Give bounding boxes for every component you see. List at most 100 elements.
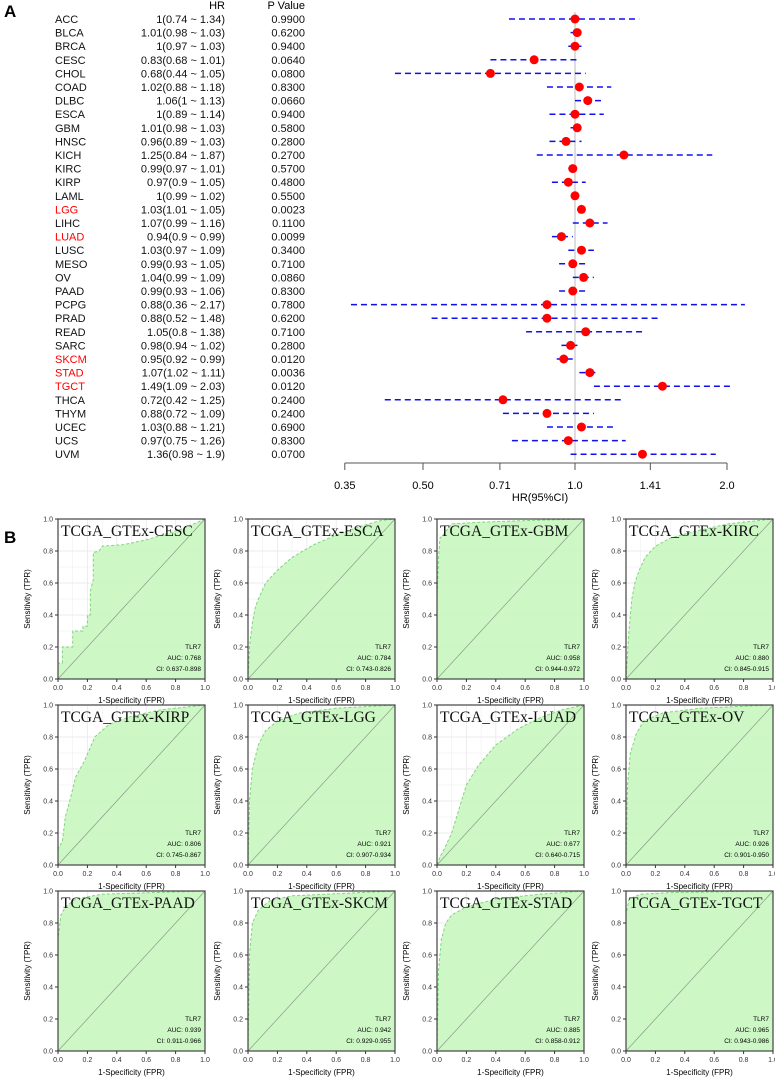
- panel-title: TCGA_GTEx-GBM: [440, 523, 569, 540]
- y-tick-label: 0.0: [233, 863, 243, 870]
- hr-point: [561, 136, 571, 146]
- hr-ci-text: 0.68(0.44 ~ 1.05): [141, 68, 225, 80]
- hr-point: [556, 232, 566, 242]
- p-value-text: 0.9400: [271, 41, 305, 53]
- plot-border: [436, 704, 585, 866]
- cancer-label: UVM: [55, 449, 79, 461]
- panel-title: TCGA_GTEx-PAAD: [61, 895, 195, 912]
- plot-border: [625, 518, 774, 680]
- x-tick-label: 0.8: [361, 871, 371, 878]
- p-value-text: 0.5700: [271, 164, 305, 176]
- forest-row: THYM 0.88(0.72 ~ 1.09) 0.2400: [55, 408, 594, 420]
- auc-label: AUC: 0.768: [167, 655, 201, 662]
- hr-ci-text: 0.88(0.72 ~ 1.09): [141, 408, 225, 420]
- x-axis-title: 1-Specificity (FPR): [477, 1068, 544, 1077]
- x-axis-title: 1-Specificity (FPR): [666, 1068, 733, 1077]
- roc-panel: TCGA_GTEx-CESC TLR7 AUC: 0.768 CI: 0.637-0.…: [23, 517, 210, 706]
- x-tick-label: 0.4: [302, 685, 312, 692]
- y-tick-label: 0.0: [422, 677, 432, 684]
- x-tick-label: 0.8: [171, 685, 181, 692]
- cancer-label: BRCA: [55, 41, 86, 53]
- cancer-label: HNSC: [55, 136, 86, 148]
- roc-curve: [57, 704, 206, 865]
- cancer-label: SARC: [55, 340, 86, 352]
- y-tick-label: 0.2: [43, 1017, 53, 1024]
- x-tick-label: 1.0: [200, 871, 210, 878]
- y-tick-label: 0.8: [422, 921, 432, 928]
- x-tick-label: 1.0: [768, 685, 775, 692]
- forest-row: COAD 1.02(0.88 ~ 1.18) 0.8300: [55, 82, 612, 94]
- diagonal-line: [625, 704, 774, 866]
- ci-label: CI: 0.929-0.955: [346, 1038, 391, 1045]
- auc-label: AUC: 0.958: [546, 655, 580, 662]
- y-tick-label: 0.4: [233, 613, 243, 620]
- p-value-text: 0.2700: [271, 150, 305, 162]
- hr-ci-text: 1.01(0.98 ~ 1.03): [141, 28, 225, 40]
- x-tick-label: 0.0: [432, 1057, 442, 1064]
- cancer-label: UCEC: [55, 422, 86, 434]
- y-tick-label: 0.8: [43, 735, 53, 742]
- x-tick-label: 1.0: [768, 871, 775, 878]
- panel-title: TCGA_GTEx-LGG: [251, 709, 376, 726]
- y-tick-label: 1.0: [43, 889, 53, 896]
- diagonal-line: [247, 890, 396, 1052]
- roc-curve: [625, 518, 774, 680]
- x-tick-label: 1.0: [579, 685, 589, 692]
- x-tick-label: 0.4: [491, 1057, 501, 1064]
- roc-panel: TCGA_GTEx-LUAD TLR7 AUC: 0.677 CI: 0.640-0.…: [402, 703, 589, 892]
- y-axis-title: Sensitivity (TPR): [402, 941, 411, 1001]
- cancer-label: LGG: [55, 204, 78, 216]
- roc-panel: TCGA_GTEx-SKCM TLR7 AUC: 0.942 CI: 0.929-0.…: [213, 889, 400, 1078]
- gene-label: TLR7: [185, 644, 201, 651]
- p-value-text: 0.6200: [271, 313, 305, 325]
- p-value-text: 0.8300: [271, 82, 305, 94]
- auc-label: AUC: 0.965: [735, 1027, 769, 1034]
- auc-label: AUC: 0.880: [735, 655, 769, 662]
- y-axis-title: Sensitivity (TPR): [402, 569, 411, 629]
- x-tick-label: 0.4: [680, 1057, 690, 1064]
- p-value-text: 0.3400: [271, 245, 305, 257]
- hr-point: [570, 191, 580, 201]
- x-axis-title: 1-Specificity (FPR): [666, 696, 733, 705]
- y-tick-label: 0.2: [422, 831, 432, 838]
- y-axis-title: Sensitivity (TPR): [591, 941, 600, 1001]
- x-tick-label: 1.0: [390, 1057, 400, 1064]
- p-value-text: 0.0036: [271, 368, 305, 380]
- forest-row: UVM 1.36(0.98 ~ 1.9) 0.0700: [55, 449, 716, 461]
- y-tick-label: 0.2: [422, 1017, 432, 1024]
- diagonal-line: [57, 518, 206, 680]
- forest-row: PRAD 0.88(0.52 ~ 1.48) 0.6200: [55, 313, 661, 325]
- panel-title: TCGA_GTEx-CESC: [61, 523, 193, 540]
- auc-label: AUC: 0.942: [357, 1027, 391, 1034]
- x-axis-title: 1-Specificity (FPR): [477, 696, 544, 705]
- y-tick-label: 0.4: [43, 799, 53, 806]
- x-tick-label: 0.0: [243, 685, 253, 692]
- forest-row: SARC 0.98(0.94 ~ 1.02) 0.2800: [55, 340, 580, 352]
- forest-row: MESO 0.99(0.93 ~ 1.05) 0.7100: [55, 259, 586, 271]
- x-axis-title: 1-Specificity (FPR): [98, 1068, 165, 1077]
- forest-row: PAAD 0.99(0.93 ~ 1.06) 0.8300: [55, 286, 588, 298]
- roc-panel: TCGA_GTEx-TGCT TLR7 AUC: 0.965 CI: 0.943-0.…: [591, 889, 775, 1078]
- hr-point: [585, 218, 595, 228]
- hr-ci-text: 1.01(0.98 ~ 1.03): [141, 123, 225, 135]
- y-tick-label: 0.2: [233, 1017, 243, 1024]
- hr-header: HR: [209, 0, 225, 12]
- x-tick-label: 0.0: [53, 871, 63, 878]
- ci-label: CI: 0.745-0.867: [156, 852, 201, 859]
- y-axis-title: Sensitivity (TPR): [402, 755, 411, 815]
- y-tick-label: 0.0: [233, 1049, 243, 1056]
- x-tick-label: 0.8: [171, 871, 181, 878]
- hr-point: [570, 109, 580, 119]
- y-axis-title: Sensitivity (TPR): [213, 941, 222, 1001]
- hr-ci-text: 1.36(0.98 ~ 1.9): [147, 449, 225, 461]
- y-tick-label: 0.2: [422, 645, 432, 652]
- panel-title: TCGA_GTEx-SKCM: [251, 895, 388, 912]
- y-tick-label: 0.4: [422, 985, 432, 992]
- cancer-label: TGCT: [55, 381, 85, 393]
- roc-curve: [247, 890, 396, 1052]
- gene-label: TLR7: [564, 644, 580, 651]
- x-tick-label: 0.6: [141, 1057, 151, 1064]
- x-tick-label: 1.0: [768, 1057, 775, 1064]
- y-tick-label: 0.2: [611, 831, 621, 838]
- hr-ci-text: 1.07(1.02 ~ 1.11): [142, 368, 225, 380]
